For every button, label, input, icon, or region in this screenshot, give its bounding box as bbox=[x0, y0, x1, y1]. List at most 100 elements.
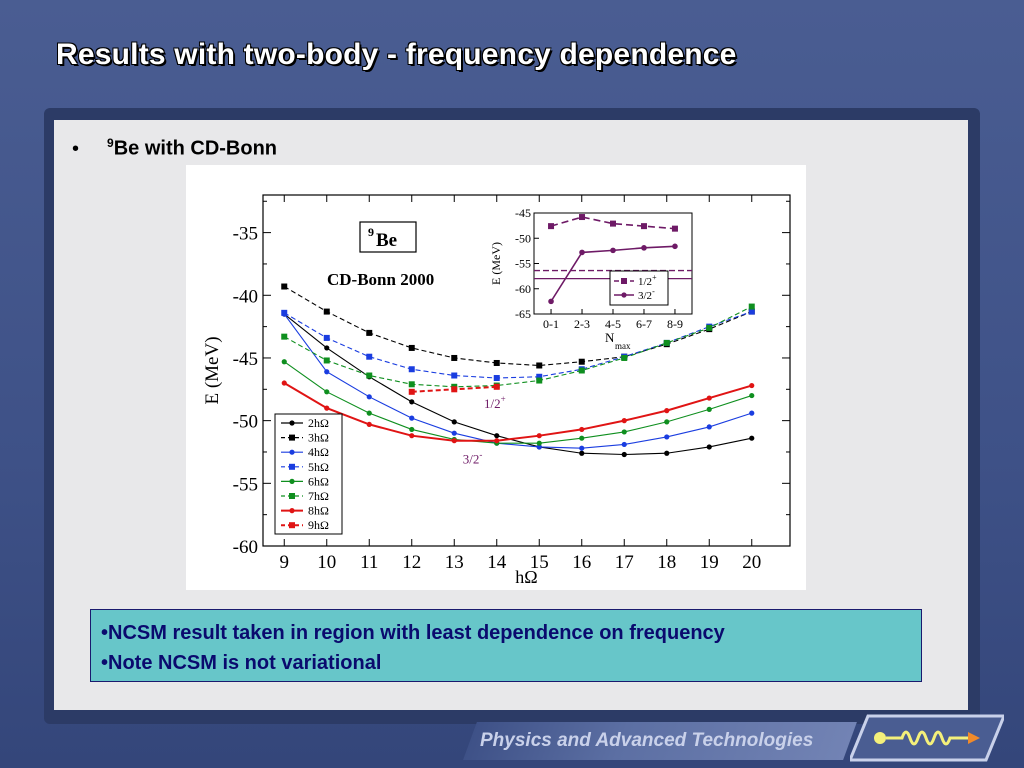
series-2-point bbox=[664, 434, 670, 440]
y-tick-label: -60 bbox=[233, 537, 258, 558]
series-4-point bbox=[536, 440, 542, 446]
plot-frame bbox=[262, 194, 791, 547]
series-3-line bbox=[283, 311, 752, 379]
x-tick-label: 11 bbox=[360, 552, 378, 573]
series-5-point bbox=[578, 367, 585, 374]
y-tick-label: -55 bbox=[233, 474, 258, 495]
legend-marker bbox=[289, 478, 295, 484]
inset-series-0-point bbox=[671, 225, 678, 232]
bullet-dot: • bbox=[72, 137, 80, 160]
series-4-point bbox=[409, 426, 415, 433]
series-6-point bbox=[536, 433, 542, 439]
legend-marker bbox=[289, 449, 295, 455]
state-label: 3/2- bbox=[463, 449, 483, 466]
x-tick-label: 10 bbox=[317, 552, 336, 573]
wave-logo-icon bbox=[850, 714, 1004, 762]
inset-y-tick-label: -55 bbox=[515, 257, 531, 271]
series-0-point bbox=[664, 450, 670, 456]
series-1-point bbox=[451, 354, 458, 361]
inset-x-tick-label: 4-5 bbox=[605, 317, 621, 331]
legend-label: 6hΩ bbox=[308, 474, 329, 488]
series-2-point bbox=[536, 444, 542, 450]
inset-x-tick-label: 6-7 bbox=[636, 317, 652, 331]
energy-vs-frequency-chart: 9 10 11 12 13 14 15 16 17 18 19 20 -35 -40 -45 -50 -55 -6… bbox=[202, 194, 791, 587]
series-1-point bbox=[536, 362, 543, 369]
legend-marker bbox=[289, 508, 295, 514]
series-0-point bbox=[749, 435, 755, 441]
inset-series-0-point bbox=[579, 214, 586, 221]
series-5-line bbox=[283, 306, 752, 388]
series-2-line bbox=[283, 313, 752, 449]
series-5-point bbox=[663, 339, 670, 346]
series-6-point bbox=[749, 382, 755, 389]
inset-y-tick-label: -45 bbox=[515, 206, 531, 220]
inset-y-tick-label: -50 bbox=[515, 231, 531, 245]
series-0-point bbox=[324, 345, 330, 351]
inset-series-1-point bbox=[672, 243, 678, 250]
series-0-point bbox=[621, 451, 627, 458]
inset-y-tick-label: -65 bbox=[515, 307, 531, 321]
x-axis-label: hΩ bbox=[515, 567, 537, 587]
series-4-point bbox=[706, 406, 712, 412]
legend-marker bbox=[289, 493, 295, 499]
series-5-point bbox=[748, 303, 755, 310]
legend-marker bbox=[289, 463, 295, 470]
legend-label: 5hΩ bbox=[308, 460, 329, 474]
bullet-item: • 9Be with CD-Bonn bbox=[72, 136, 277, 161]
state-label: 1/2+ bbox=[484, 394, 506, 411]
y-tick-label: -40 bbox=[233, 286, 258, 307]
inset-x-tick-label: 8-9 bbox=[667, 317, 683, 331]
x-tick-label: 14 bbox=[487, 552, 507, 573]
series-3-point bbox=[748, 308, 755, 315]
series-6-point bbox=[621, 418, 627, 424]
series-5-point bbox=[536, 377, 543, 384]
series-5-point bbox=[323, 357, 330, 364]
series-0-point bbox=[706, 444, 712, 450]
y-tick-label: -50 bbox=[233, 412, 258, 433]
series-4-point bbox=[324, 389, 330, 395]
legend-marker bbox=[289, 420, 295, 426]
series-2-point bbox=[451, 430, 457, 436]
series-4-line bbox=[283, 361, 752, 444]
x-tick-label: 12 bbox=[402, 552, 421, 573]
bullet-superscript: 9 bbox=[107, 136, 114, 150]
inset-legend-marker bbox=[621, 292, 627, 298]
series-6-point bbox=[281, 380, 287, 386]
series-6-point bbox=[366, 421, 372, 428]
chart-container: 9 10 11 12 13 14 15 16 17 18 19 20 -35 -40 -45 -50 -55 -6… bbox=[186, 165, 806, 590]
inset-series-0-line bbox=[550, 216, 676, 230]
series-6-point bbox=[494, 438, 500, 444]
legend-label: 7hΩ bbox=[308, 489, 329, 503]
series-4-point bbox=[366, 410, 372, 416]
inset-x-tick-label: 0-1 bbox=[543, 317, 559, 331]
series-4-point bbox=[579, 435, 585, 441]
inset-legend-box bbox=[609, 270, 669, 306]
inset-y-tick-label: -60 bbox=[515, 282, 531, 296]
inset-series-1-point bbox=[610, 247, 616, 254]
series-2-point bbox=[621, 441, 627, 448]
chart-title: CD-Bonn 2000 bbox=[327, 270, 434, 289]
bullet-text: Be with CD-Bonn bbox=[113, 137, 278, 160]
series-1-point bbox=[323, 308, 330, 315]
series-6-point bbox=[579, 426, 585, 433]
inset-series-1-point bbox=[579, 249, 585, 256]
series-3-point bbox=[493, 375, 500, 382]
y-tick-label: -45 bbox=[233, 349, 258, 370]
x-tick-label: 16 bbox=[572, 552, 591, 573]
x-tick-label: 15 bbox=[530, 552, 549, 573]
series-5-point bbox=[281, 333, 288, 340]
legend-label: 4hΩ bbox=[308, 445, 329, 459]
series-6-line bbox=[283, 382, 753, 442]
series-6-point bbox=[409, 433, 415, 439]
series-6-point bbox=[324, 405, 330, 411]
series-1-point bbox=[366, 329, 373, 336]
series-1-point bbox=[408, 344, 415, 351]
inset-x-axis-label: N bbox=[605, 330, 615, 345]
inset-series-1-point bbox=[548, 298, 554, 305]
series-5-point bbox=[366, 372, 373, 379]
nucleus-mass-number: 9 bbox=[368, 225, 374, 239]
inset-x-axis-sub: max bbox=[615, 341, 631, 351]
series-3-point bbox=[323, 334, 330, 341]
x-tick-label: 19 bbox=[700, 552, 719, 573]
footer-text: Physics and Advanced Technologies bbox=[480, 730, 814, 751]
